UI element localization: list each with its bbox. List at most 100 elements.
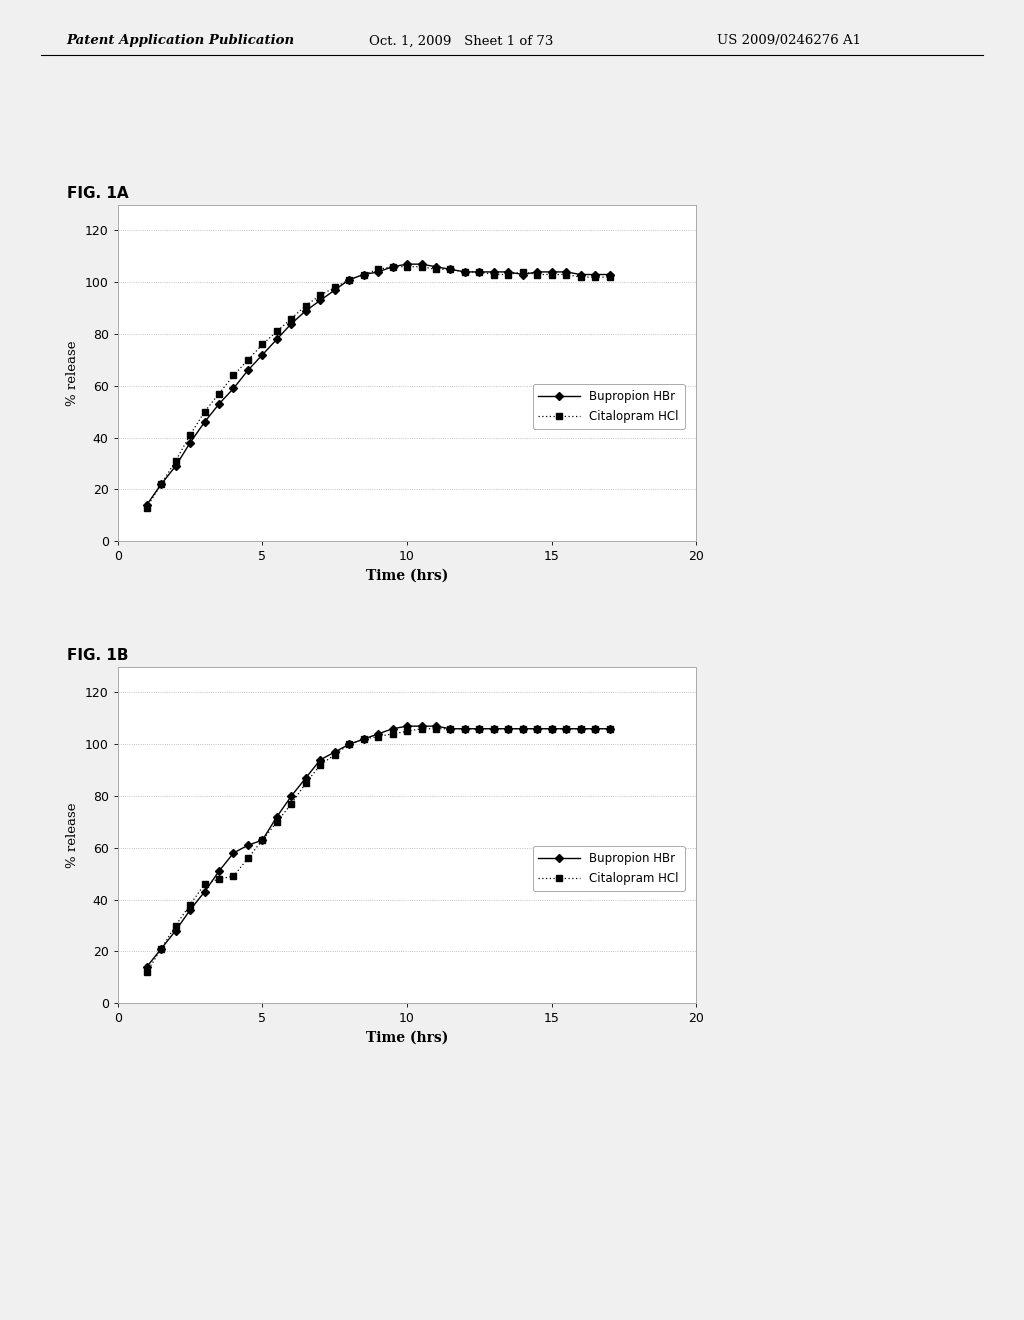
Citalopram HCl xyxy=(242,352,254,368)
Citalopram HCl xyxy=(300,775,312,791)
Citalopram HCl xyxy=(329,280,341,296)
Bupropion HBr xyxy=(184,434,197,450)
Bupropion HBr xyxy=(343,272,355,288)
Citalopram HCl xyxy=(199,876,211,892)
Citalopram HCl xyxy=(169,917,182,933)
Line: Bupropion HBr: Bupropion HBr xyxy=(143,723,612,970)
Citalopram HCl xyxy=(560,721,572,737)
Legend: Bupropion HBr, Citalopram HCl: Bupropion HBr, Citalopram HCl xyxy=(532,384,685,429)
Bupropion HBr xyxy=(416,256,428,272)
Bupropion HBr xyxy=(531,721,544,737)
Citalopram HCl xyxy=(184,428,197,444)
Bupropion HBr xyxy=(386,721,398,737)
Citalopram HCl xyxy=(560,267,572,282)
Bupropion HBr xyxy=(256,832,268,847)
Citalopram HCl xyxy=(300,298,312,314)
Bupropion HBr xyxy=(589,721,601,737)
Bupropion HBr xyxy=(242,363,254,379)
Bupropion HBr xyxy=(372,726,384,742)
Bupropion HBr xyxy=(285,788,297,804)
Bupropion HBr xyxy=(386,259,398,275)
Bupropion HBr xyxy=(169,458,182,474)
Bupropion HBr xyxy=(459,264,471,280)
Bupropion HBr xyxy=(329,282,341,298)
Citalopram HCl xyxy=(140,964,153,979)
Bupropion HBr xyxy=(502,721,514,737)
Citalopram HCl xyxy=(416,721,428,737)
Citalopram HCl xyxy=(314,288,327,304)
X-axis label: Time (hrs): Time (hrs) xyxy=(366,1031,449,1045)
Bupropion HBr xyxy=(300,302,312,318)
Bupropion HBr xyxy=(140,960,153,975)
Citalopram HCl xyxy=(502,267,514,282)
Text: FIG. 1B: FIG. 1B xyxy=(67,648,128,663)
Bupropion HBr xyxy=(574,267,587,282)
X-axis label: Time (hrs): Time (hrs) xyxy=(366,569,449,583)
Bupropion HBr xyxy=(270,331,283,347)
Bupropion HBr xyxy=(516,721,528,737)
Citalopram HCl xyxy=(155,941,167,957)
Citalopram HCl xyxy=(400,259,413,275)
Citalopram HCl xyxy=(343,272,355,288)
Citalopram HCl xyxy=(155,477,167,492)
Bupropion HBr xyxy=(199,884,211,900)
Citalopram HCl xyxy=(574,269,587,285)
Bupropion HBr xyxy=(487,264,500,280)
Citalopram HCl xyxy=(227,367,240,383)
Y-axis label: % release: % release xyxy=(67,341,79,405)
Line: Bupropion HBr: Bupropion HBr xyxy=(143,261,612,508)
Citalopram HCl xyxy=(213,871,225,887)
Citalopram HCl xyxy=(430,261,442,277)
Bupropion HBr xyxy=(560,721,572,737)
Bupropion HBr xyxy=(546,721,558,737)
Bupropion HBr xyxy=(213,863,225,879)
Bupropion HBr xyxy=(256,347,268,363)
Citalopram HCl xyxy=(487,721,500,737)
Bupropion HBr xyxy=(546,264,558,280)
Bupropion HBr xyxy=(357,731,370,747)
Bupropion HBr xyxy=(227,380,240,396)
Bupropion HBr xyxy=(589,267,601,282)
Bupropion HBr xyxy=(314,293,327,309)
Citalopram HCl xyxy=(603,269,615,285)
Bupropion HBr xyxy=(140,498,153,513)
Citalopram HCl xyxy=(199,404,211,420)
Citalopram HCl xyxy=(314,758,327,774)
Citalopram HCl xyxy=(386,726,398,742)
Bupropion HBr xyxy=(242,837,254,853)
Bupropion HBr xyxy=(459,721,471,737)
Bupropion HBr xyxy=(603,721,615,737)
Citalopram HCl xyxy=(256,832,268,847)
Bupropion HBr xyxy=(227,845,240,861)
Bupropion HBr xyxy=(400,256,413,272)
Citalopram HCl xyxy=(516,264,528,280)
Bupropion HBr xyxy=(531,264,544,280)
Bupropion HBr xyxy=(199,414,211,430)
Bupropion HBr xyxy=(184,902,197,917)
Citalopram HCl xyxy=(140,500,153,516)
Bupropion HBr xyxy=(314,752,327,768)
Bupropion HBr xyxy=(329,744,341,760)
Citalopram HCl xyxy=(574,721,587,737)
Citalopram HCl xyxy=(444,261,457,277)
Bupropion HBr xyxy=(516,267,528,282)
Line: Citalopram HCl: Citalopram HCl xyxy=(144,264,612,511)
Citalopram HCl xyxy=(531,721,544,737)
Citalopram HCl xyxy=(473,721,485,737)
Text: US 2009/0246276 A1: US 2009/0246276 A1 xyxy=(717,34,861,48)
Citalopram HCl xyxy=(589,269,601,285)
Bupropion HBr xyxy=(285,315,297,331)
Citalopram HCl xyxy=(416,259,428,275)
Citalopram HCl xyxy=(546,721,558,737)
Text: Patent Application Publication: Patent Application Publication xyxy=(67,34,295,48)
Bupropion HBr xyxy=(343,737,355,752)
Bupropion HBr xyxy=(560,264,572,280)
Citalopram HCl xyxy=(589,721,601,737)
Y-axis label: % release: % release xyxy=(67,803,79,867)
Bupropion HBr xyxy=(444,261,457,277)
Citalopram HCl xyxy=(459,264,471,280)
Bupropion HBr xyxy=(473,264,485,280)
Citalopram HCl xyxy=(227,869,240,884)
Line: Citalopram HCl: Citalopram HCl xyxy=(144,726,612,975)
Legend: Bupropion HBr, Citalopram HCl: Bupropion HBr, Citalopram HCl xyxy=(532,846,685,891)
